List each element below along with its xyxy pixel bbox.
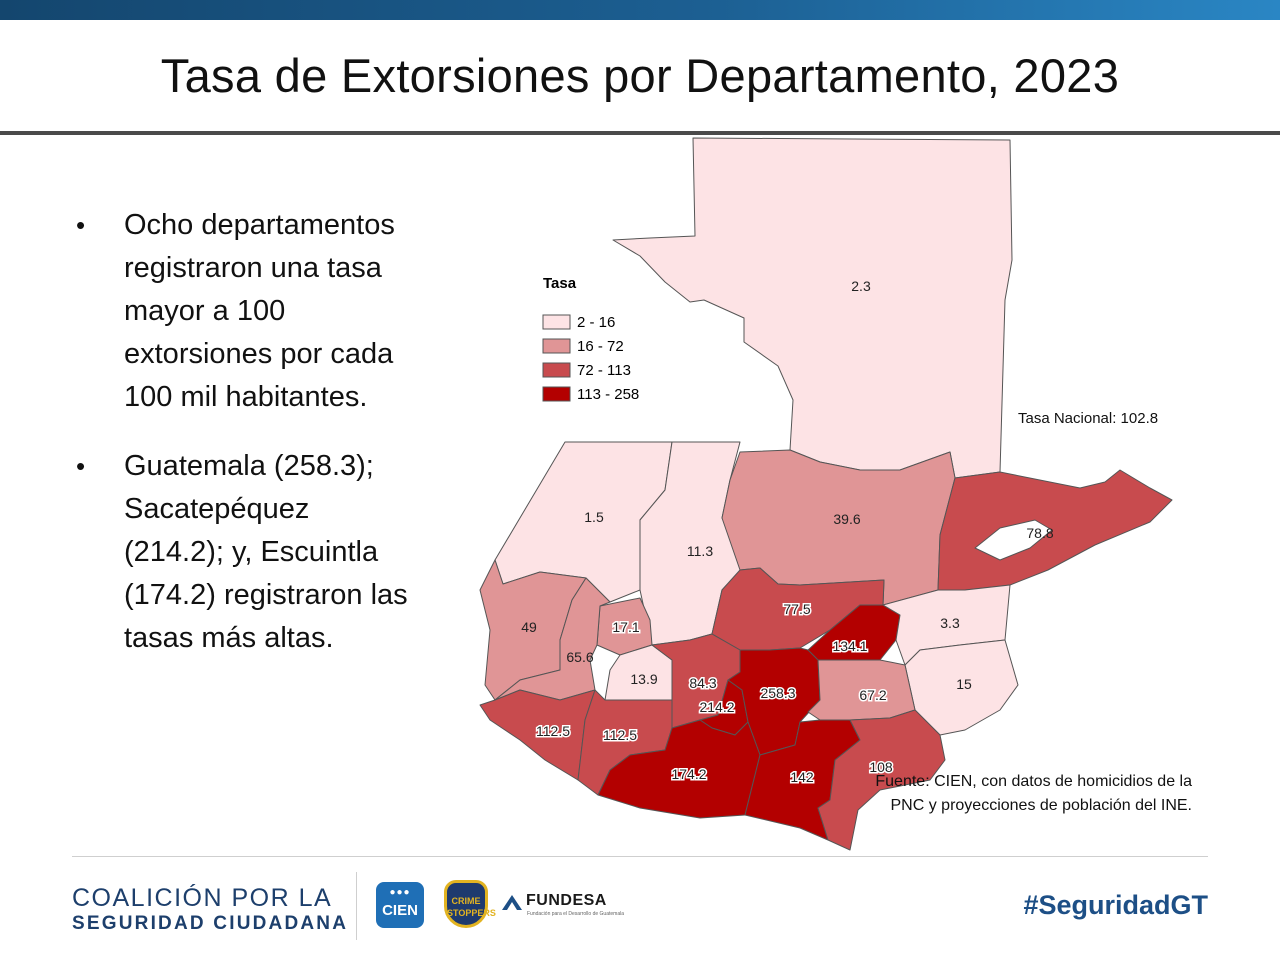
crime-stoppers-logo: CRIME STOPPERS	[444, 880, 496, 928]
bullet-dot-icon: •	[76, 210, 86, 240]
legend-label: 72 - 113	[577, 362, 631, 379]
cien-logo: ●●● CIEN	[376, 882, 424, 928]
bullet-text: Ocho departamentos registraron una tasa …	[124, 209, 395, 413]
fundesa-logo: FUNDESA Fundación para el Desarrollo de …	[500, 890, 630, 920]
map-value-label: 77.5	[783, 601, 810, 617]
map-value-label: 84.3	[689, 675, 716, 691]
hashtag: #SeguridadGT	[1023, 890, 1208, 920]
bullet-list: • Ocho departamentos registraron una tasa…	[70, 204, 415, 686]
legend-label: 113 - 258	[577, 386, 639, 403]
legend-swatch	[542, 338, 571, 354]
cien-dots-icon: ●●●	[389, 887, 411, 898]
coalition-logo: COALICIÓN POR LA SEGURIDAD CIUDADANA	[72, 884, 352, 936]
legend-title: Tasa	[543, 275, 577, 292]
map-value-label: 39.6	[833, 511, 860, 527]
bullet-dot-icon: •	[76, 451, 86, 481]
fundesa-name: FUNDESA	[526, 892, 607, 909]
legend-swatch	[542, 362, 571, 378]
crime-stoppers-text: CRIME STOPPERS	[447, 896, 496, 918]
map-value-label: 112.5	[536, 723, 570, 739]
map-value-label: 214.2	[699, 699, 734, 715]
map-value-label: 108	[869, 759, 893, 775]
map-value-label: 142	[790, 769, 814, 785]
map-value-label: 49	[521, 619, 537, 635]
coalition-line1: COALICIÓN POR LA	[72, 884, 333, 912]
source-note: Fuente: CIEN, con datos de homicidios de…	[875, 773, 1192, 814]
top-banner	[0, 0, 1280, 20]
legend-swatch	[542, 314, 571, 330]
map-value-label: 3.3	[940, 615, 960, 631]
map-value-label: 258.3	[760, 685, 795, 701]
map-value-label: 78.8	[1026, 525, 1053, 541]
region-jutiapa	[817, 709, 946, 851]
map-value-label: 67.2	[859, 687, 886, 703]
lake-izabal	[974, 519, 1053, 561]
logo-separator	[356, 872, 357, 940]
bullet-text: Guatemala (258.3); Sacatepéquez (214.2);…	[124, 450, 408, 654]
page-title: Tasa de Extorsiones por Departamento, 20…	[160, 49, 1120, 102]
map-legend: Tasa 2 - 16 16 - 72 72 - 113 113 - 258	[542, 275, 639, 403]
map-value-label: 65.6	[566, 649, 593, 665]
legend-label: 2 - 16	[577, 314, 615, 331]
region-escuintla	[597, 719, 761, 819]
map-value-label: 1.5	[584, 509, 604, 525]
national-rate: Tasa Nacional: 102.8	[1018, 410, 1159, 427]
map-value-label: 174.2	[671, 766, 706, 782]
coalition-line2: SEGURIDAD CIUDADANA	[72, 913, 349, 934]
map-value-label: 17.1	[612, 619, 639, 635]
region-izabal	[937, 469, 1173, 591]
map-value-label: 13.9	[630, 671, 657, 687]
map-value-label: 134.1	[832, 638, 867, 654]
footer-divider	[72, 856, 1208, 857]
fundesa-mark-icon	[502, 895, 522, 910]
map-value-label: 112.5	[603, 727, 637, 743]
region-peten	[612, 137, 1013, 479]
fundesa-subtitle: Fundación para el Desarrollo de Guatemal…	[527, 911, 624, 917]
bullet-item: • Ocho departamentos registraron una tasa…	[70, 204, 415, 419]
legend-swatch	[542, 386, 571, 402]
legend-label: 16 - 72	[577, 338, 624, 355]
map-value-label: 11.3	[687, 543, 713, 559]
bullet-item: • Guatemala (258.3); Sacatepéquez (214.2)…	[70, 445, 415, 660]
map-value-label: 2.3	[851, 278, 871, 294]
title-divider	[0, 131, 1280, 135]
map-value-label: 15	[956, 676, 972, 692]
cien-text: CIEN	[382, 902, 418, 919]
